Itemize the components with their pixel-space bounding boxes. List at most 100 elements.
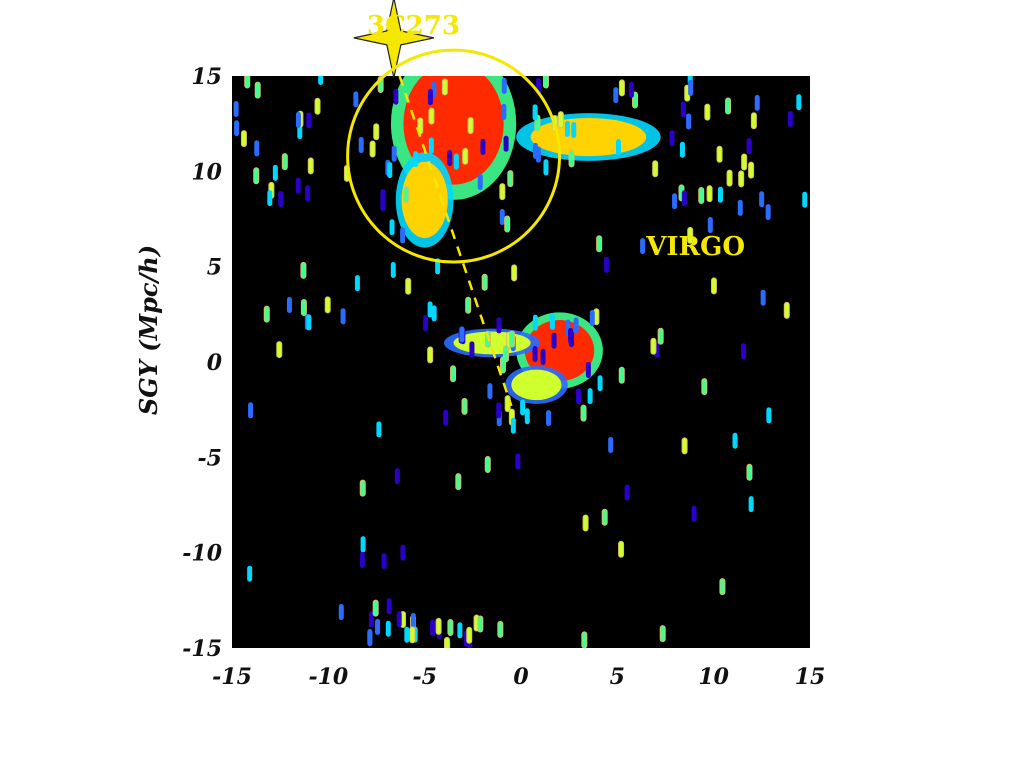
sightline-dashed-line (398, 75, 513, 407)
galaxy-speckle (542, 76, 549, 89)
y-tick-label: 10 (191, 159, 222, 185)
x-tick-label: -5 (412, 664, 436, 690)
galaxy-speckle (650, 337, 657, 355)
galaxy-speckle (318, 76, 324, 85)
galaxy-speckle (783, 301, 790, 319)
galaxy-speckle (443, 636, 450, 648)
galaxy-speckle (263, 305, 270, 323)
galaxy-speckle (324, 296, 331, 314)
galaxy-speckle (276, 341, 283, 359)
galaxy-speckle (435, 617, 442, 635)
galaxy-speckle (376, 421, 382, 438)
galaxy-speckle (353, 91, 359, 108)
galaxy-speckle (501, 103, 507, 120)
galaxy-speckle (367, 630, 373, 647)
galaxy-speckle (604, 256, 610, 273)
galaxy-speckle (314, 97, 321, 115)
galaxy-speckle (585, 361, 591, 378)
galaxy-speckle (615, 139, 621, 156)
x-tick-label: 0 (513, 664, 529, 690)
galaxy-speckle (704, 103, 711, 121)
galaxy-speckle (427, 346, 434, 364)
galaxy-speckle (596, 235, 603, 253)
galaxy-speckle (240, 130, 247, 148)
quasar-star-icon (353, 0, 434, 78)
galaxy-speckle (459, 326, 465, 343)
galaxy-speckle (587, 388, 593, 405)
galaxy-speckle (707, 217, 713, 234)
galaxy-speckle (410, 612, 416, 629)
galaxy-speckle (741, 153, 748, 171)
galaxy-speckle (450, 365, 457, 383)
galaxy-speckle (391, 145, 397, 162)
galaxy-speckle (532, 345, 538, 362)
galaxy-speckle (618, 79, 625, 97)
galaxy-speckle (549, 313, 555, 330)
galaxy-speckle (716, 145, 723, 163)
galaxy-speckle (272, 164, 278, 181)
y-tick-label: 15 (191, 64, 222, 90)
galaxy-speckle (524, 408, 530, 425)
galaxy-speckle (233, 100, 239, 117)
galaxy-speckle (427, 301, 433, 318)
y-axis-label: SGY (Mpc/h) (134, 245, 163, 415)
galaxy-speckle (748, 496, 754, 513)
galaxy-speckle (457, 622, 463, 639)
galaxy-speckle (679, 141, 685, 158)
galaxy-speckle (597, 375, 603, 392)
galaxy-speckle (307, 157, 314, 175)
galaxy-speckle (409, 626, 416, 644)
galaxy-speckle (746, 463, 753, 481)
galaxy-speckle (381, 553, 387, 570)
galaxy-speckle (300, 298, 307, 316)
x-tick-label: 5 (610, 664, 625, 690)
galaxy-speckle (760, 289, 766, 306)
galaxy-speckle (502, 345, 509, 363)
galaxy-speckle (766, 407, 772, 424)
galaxy-speckle (306, 112, 312, 129)
annotation-layer: 3C273 VIRGO (346, 0, 745, 407)
galaxy-speckle (286, 296, 292, 313)
galaxy-speckle (796, 94, 802, 111)
galaxy-speckle (359, 551, 365, 568)
galaxy-speckle (748, 161, 755, 179)
galaxy-speckle (576, 388, 582, 405)
galaxy-speckle (571, 122, 577, 139)
galaxy-speckle (499, 183, 506, 201)
galaxy-speckle (373, 123, 380, 141)
galaxy-speckle (737, 199, 743, 216)
galaxy-speckle (686, 113, 692, 130)
y-tick-label: -5 (198, 445, 222, 471)
galaxy-speckle (515, 453, 521, 470)
galaxy-speckle (278, 191, 284, 208)
galaxy-speckle (497, 620, 504, 638)
galaxy-speckle (386, 598, 392, 615)
galaxy-speckle (427, 89, 433, 106)
tick-label-layer: -15 -10 -5 0 5 10 15 15 10 5 0 -5 -10 -15 (182, 64, 825, 690)
galaxy-speckle (380, 189, 386, 206)
galaxy-speckle (507, 170, 514, 188)
x-tick-label: -15 (212, 664, 252, 690)
galaxy-speckle (624, 484, 630, 501)
galaxy-speckle (467, 116, 474, 134)
galaxy-speckle (469, 341, 475, 358)
galaxy-speckle (688, 80, 694, 97)
galaxy-speckle (387, 162, 393, 179)
galaxy-speckle (618, 540, 625, 558)
galaxy-speckle (441, 78, 448, 96)
galaxy-speckle (295, 177, 301, 194)
galaxy-speckle (254, 81, 261, 99)
galaxy-speckle (481, 273, 488, 291)
galaxy-speckle (532, 104, 538, 121)
galaxy-speckle (234, 120, 240, 137)
galaxy-speckle (706, 185, 713, 203)
galaxy-speckle (431, 305, 437, 322)
galaxy-speckle (510, 417, 516, 434)
galaxy-speckle (477, 173, 483, 190)
galaxy-speckle (719, 578, 726, 596)
galaxy-speckle (765, 204, 771, 221)
galaxy-speckle (466, 626, 473, 644)
galaxy-speckle (698, 186, 705, 204)
galaxy-speckle (680, 101, 686, 118)
